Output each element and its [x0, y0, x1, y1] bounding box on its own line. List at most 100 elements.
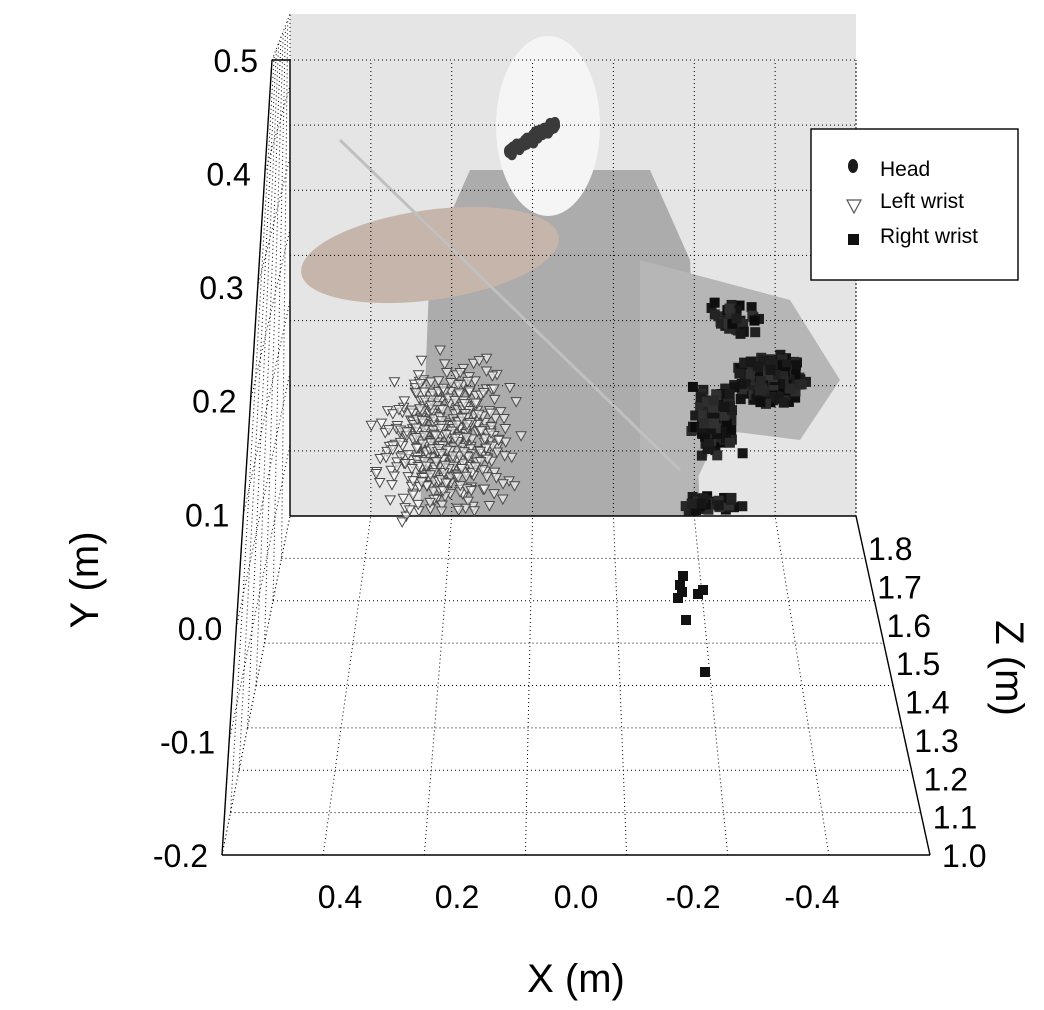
- right-wrist-point: [737, 448, 748, 459]
- right-wrist-point: [758, 355, 769, 366]
- left-wrist-point: [505, 452, 518, 464]
- left-wrist-point: [430, 457, 443, 468]
- frame-edge: [855, 515, 931, 856]
- left-wrist-point: [488, 384, 500, 395]
- left-wrist-point: [386, 480, 398, 491]
- right-wrist-point: [701, 396, 712, 407]
- left-wrist-point: [386, 445, 399, 456]
- head-point: [521, 137, 532, 150]
- legend-box: [810, 128, 1019, 281]
- left-wrist-point: [436, 500, 448, 512]
- right-wrist-point: [726, 492, 737, 503]
- left-wrist-point: [407, 490, 419, 501]
- y-tick-label: 0.5: [214, 43, 258, 79]
- tick-labels: 0.4 0.2 0.0 -0.2 -0.4 -0.2 -0.1 0.0 0.1 0.2 0.3 0.4…: [153, 43, 987, 915]
- right-wrist-point: [696, 498, 707, 509]
- left-wrist-point: [418, 387, 431, 399]
- left-wall-grid-line-y: [250, 229, 291, 401]
- right-wrist-point: [735, 328, 746, 339]
- left-wrist-point: [400, 511, 413, 523]
- y-axis-title: Y (m): [63, 531, 107, 628]
- y-tick-label: 0.3: [199, 270, 243, 306]
- left-wrist-point: [472, 409, 485, 421]
- right-wrist-point: [739, 357, 750, 368]
- left-wrist-point: [450, 420, 463, 432]
- left-wrist-point: [435, 448, 448, 460]
- right-wrist-point: [790, 369, 801, 380]
- right-wrist-point: [708, 418, 719, 429]
- left-wall-grid-line-y: [264, 85, 291, 174]
- left-wrist-point: [390, 462, 403, 473]
- right-wrist-point: [760, 398, 771, 409]
- right-wrist-point: [713, 500, 724, 511]
- left-wrist-point: [461, 376, 474, 388]
- x-tick-label: 0.0: [554, 879, 598, 915]
- right-wrist-point: [686, 498, 697, 509]
- left-wrist-point: [410, 388, 423, 399]
- left-wrist-point: [424, 470, 437, 481]
- left-wrist-point: [407, 476, 419, 487]
- left-wrist-point: [458, 447, 470, 458]
- right-wrist-point: [724, 303, 735, 314]
- right-wrist-point: [707, 410, 718, 421]
- left-wall-grid-line-z: [255, 36, 282, 686]
- left-wrist-point: [414, 378, 427, 390]
- left-wrist-point: [415, 355, 428, 367]
- left-wrist-point: [412, 370, 425, 381]
- left-wrist-point: [454, 368, 467, 379]
- right-wrist-point: [777, 354, 788, 365]
- right-wrist-point: [735, 363, 746, 374]
- left-wall-grid-line-z: [281, 19, 289, 559]
- right-wrist-point: [752, 361, 763, 372]
- left-wrist-point: [485, 428, 497, 439]
- left-wrist-point: [474, 446, 487, 458]
- right-wrist-point: [681, 615, 691, 625]
- left-wrist-point: [370, 468, 382, 480]
- legend: Head Left wrist Right wrist: [810, 128, 1019, 281]
- right-wrist-point: [699, 429, 710, 440]
- right-wrist-point: [693, 589, 703, 599]
- right-wrist-point: [721, 418, 732, 429]
- z-tick-label: 1.3: [914, 723, 958, 759]
- right-wrist-point: [703, 437, 714, 448]
- right-wrist-point: [778, 371, 789, 382]
- z-tick-label: 1.4: [905, 685, 949, 721]
- right-wrist-point: [749, 315, 760, 326]
- left-wrist-point: [460, 432, 473, 444]
- left-wrist-point: [387, 409, 399, 420]
- right-wrist-point: [775, 378, 786, 389]
- y-tick-label: 0.0: [178, 611, 222, 647]
- left-wrist-point: [510, 397, 523, 408]
- left-wrist-point: [465, 486, 478, 497]
- left-wrist-point: [477, 387, 490, 399]
- left-wall-grid-line-z: [238, 48, 277, 771]
- right-wrist-point: [784, 383, 795, 394]
- left-wall-grid-line-z: [272, 25, 286, 601]
- left-wrist-point: [399, 458, 412, 470]
- left-wrist-point: [429, 431, 442, 442]
- frame-edge: [221, 59, 273, 856]
- right-wrist-point: [709, 297, 720, 308]
- left-wrist-point: [448, 395, 461, 407]
- right-wrist-point: [695, 401, 706, 412]
- y-tick-label: 0.2: [192, 384, 236, 420]
- right-wrist-point: [695, 392, 706, 403]
- z-axis-title: Z (m): [987, 620, 1031, 716]
- right-wrist-point: [690, 505, 701, 516]
- right-wrist-point: [705, 423, 716, 434]
- floor-grid-line-x: [423, 515, 453, 856]
- right-wrist-point: [680, 501, 691, 512]
- right-wrist-point: [696, 450, 707, 461]
- left-wrist-point: [492, 435, 505, 447]
- left-wrist-point: [515, 431, 527, 442]
- left-wrist-point: [444, 377, 457, 389]
- left-wrist-point: [461, 419, 473, 431]
- right-wrist-point: [708, 395, 719, 406]
- left-wrist-point: [427, 486, 440, 498]
- left-wrist-point: [396, 517, 408, 528]
- right-wrist-point: [770, 369, 781, 380]
- right-wrist-point: [729, 382, 740, 393]
- floor-grid-line-x: [612, 515, 628, 856]
- right-wrist-point: [736, 379, 747, 390]
